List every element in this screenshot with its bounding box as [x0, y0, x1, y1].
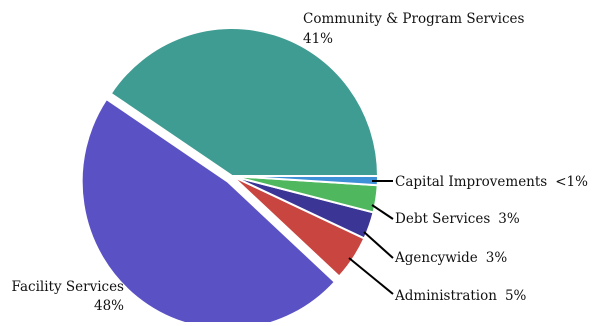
slice-label-text-administration: Administration — [394, 288, 497, 304]
slice-label-text-debt-services: Debt Services — [395, 211, 490, 227]
slice-label-community-program-services: Community & Program Services — [303, 11, 525, 27]
slice-label-text-capital-improvements: Capital Improvements — [395, 174, 547, 190]
leader-line-agencywide — [363, 231, 394, 259]
slice-label-facility-services: Facility Services — [12, 279, 125, 295]
slice-label-administration: Administration 5% — [394, 288, 527, 304]
slice-percent-facility-services: 48% — [94, 298, 124, 314]
pie-slice-facility-services — [80, 97, 337, 326]
slice-percent-agencywide: 3% — [486, 250, 508, 266]
leader-line-debt-services — [371, 204, 394, 220]
slice-percent-capital-improvements: <1% — [555, 174, 588, 190]
slice-label-debt-services: Debt Services 3% — [395, 211, 520, 227]
slice-percent-administration: 5% — [505, 288, 527, 304]
slice-percent-debt-services: 3% — [498, 211, 520, 227]
pie-slice-community-program-services — [109, 27, 380, 177]
slice-percent-community-program-services: 41% — [303, 31, 333, 47]
slice-label-agencywide: Agencywide 3% — [394, 250, 507, 266]
slice-label-capital-improvements: Capital Improvements <1% — [395, 174, 588, 190]
slice-label-text-agencywide: Agencywide — [394, 250, 478, 266]
leader-line-administration — [348, 257, 394, 295]
